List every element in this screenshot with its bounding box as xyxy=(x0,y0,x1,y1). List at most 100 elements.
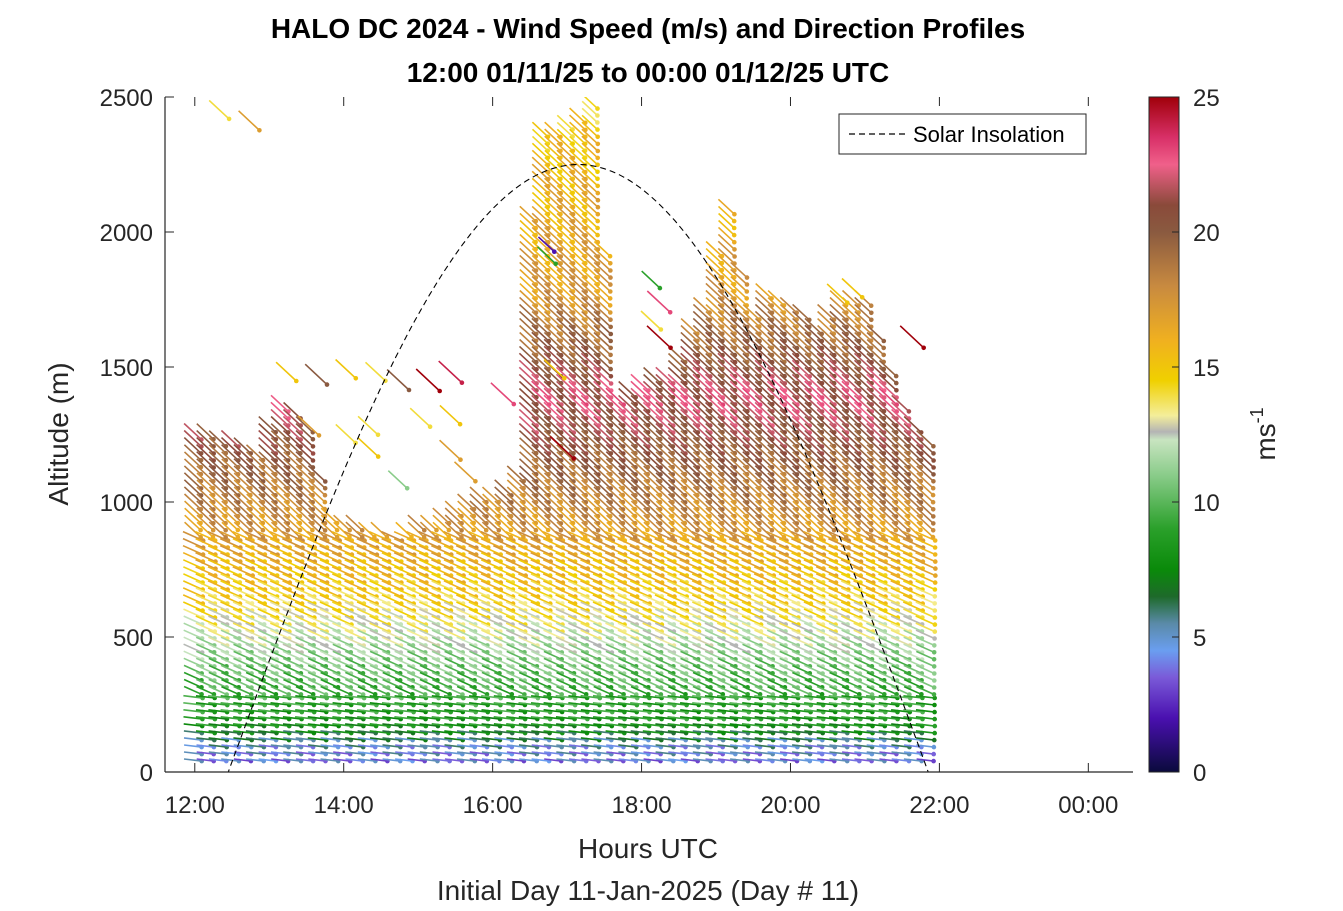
wind-barb-shaft xyxy=(605,636,625,647)
wind-barb-shaft xyxy=(531,254,549,271)
wind-barb-shaft xyxy=(493,629,513,640)
wind-barb-shaft xyxy=(630,437,649,455)
wind-barb-shaft xyxy=(567,580,588,591)
wind-barb-shaft xyxy=(468,594,489,605)
wind-barb-shaft xyxy=(245,737,264,741)
wind-barb-shaft xyxy=(270,408,289,427)
wind-barb-shaft xyxy=(506,758,524,762)
wind-barb-shaft xyxy=(195,558,216,570)
wind-barb-shaft xyxy=(332,737,351,741)
wind-barb-head xyxy=(272,527,278,533)
wind-barb-shaft xyxy=(630,451,649,468)
wind-barb-shaft xyxy=(556,387,575,405)
wind-barb-shaft xyxy=(555,587,576,598)
wind-barb-shaft xyxy=(580,622,601,633)
wind-barb-shaft xyxy=(518,401,538,420)
wind-barb-shaft xyxy=(294,566,315,577)
wind-barb-shaft xyxy=(480,566,502,577)
wind-barb-shaft xyxy=(531,352,550,370)
wind-barb-shaft xyxy=(407,650,426,661)
wind-barb-shaft xyxy=(369,537,390,549)
wind-barb-shaft xyxy=(369,657,389,668)
wind-barb-shaft xyxy=(531,156,549,173)
wind-barb-shaft xyxy=(642,678,662,689)
wind-barb-shaft xyxy=(320,514,338,531)
wind-barb-shaft xyxy=(531,685,550,696)
wind-barb-shaft xyxy=(246,514,264,531)
wind-barb-shaft xyxy=(618,751,637,755)
wind-barb-shaft xyxy=(382,751,401,755)
wind-barb-shaft xyxy=(369,629,389,640)
wind-barb-shaft xyxy=(183,479,202,496)
wind-barb-shaft xyxy=(369,622,390,633)
wind-barb-shaft xyxy=(269,615,290,626)
wind-barb-shaft xyxy=(419,694,439,699)
wind-barb-head xyxy=(595,190,601,196)
wind-barb-shaft xyxy=(506,709,525,713)
wind-barb-shaft xyxy=(258,521,276,538)
wind-barb-head xyxy=(248,534,253,540)
wind-barb-shaft xyxy=(481,702,501,706)
wind-barb-shaft xyxy=(270,458,289,476)
wind-barb-shaft xyxy=(581,198,599,215)
wind-barb-shaft xyxy=(531,444,550,462)
wind-barb-shaft xyxy=(468,716,489,720)
wind-barb-shaft xyxy=(233,636,252,647)
wind-barb-shaft xyxy=(344,573,365,584)
wind-barb-shaft xyxy=(220,643,240,654)
wind-barb-shaft xyxy=(196,685,215,696)
wind-barb-head xyxy=(732,211,737,217)
wind-barb-shaft xyxy=(233,493,252,510)
wind-barb-shaft xyxy=(344,694,365,699)
wind-barb-shaft xyxy=(406,678,426,689)
wind-barb-shaft xyxy=(357,737,376,741)
wind-barb-head xyxy=(608,534,613,540)
chart-title: HALO DC 2024 - Wind Speed (m/s) and Dire… xyxy=(271,13,1025,44)
wind-barb-shaft xyxy=(183,437,202,454)
wind-barb-shaft xyxy=(220,566,241,577)
wind-barb-shaft xyxy=(643,507,661,524)
wind-barb-shaft xyxy=(593,275,611,293)
wind-barb-shaft xyxy=(543,465,562,482)
wind-barb-shaft xyxy=(580,373,599,391)
wind-barb-shaft xyxy=(444,643,464,654)
wind-barb-shaft xyxy=(518,643,538,654)
wind-barb-shaft xyxy=(258,437,277,455)
wind-barb-shaft xyxy=(295,521,313,538)
wind-barb-shaft xyxy=(494,758,513,762)
wind-barb-shaft xyxy=(531,191,549,208)
wind-barb-shaft xyxy=(605,500,624,517)
wind-barb-shaft xyxy=(505,601,526,612)
wind-barb-shaft xyxy=(580,657,600,668)
wind-barb-shaft xyxy=(581,479,599,496)
wind-barb-shaft xyxy=(482,493,500,510)
wind-barb-shaft xyxy=(357,758,376,762)
wind-barb-shaft xyxy=(580,415,600,434)
wind-barb-shaft xyxy=(196,458,215,475)
wind-barb-shaft xyxy=(605,615,625,626)
wind-barb-shaft xyxy=(556,744,575,748)
wind-barb-shaft xyxy=(530,723,551,727)
wind-barb-shaft xyxy=(394,608,414,619)
wind-barb-shaft xyxy=(556,170,574,187)
wind-barb-shaft xyxy=(580,709,600,713)
wind-barb-shaft xyxy=(580,387,600,405)
wind-barb-shaft xyxy=(344,537,365,549)
wind-barb-shaft xyxy=(195,615,216,626)
wind-barb-shaft xyxy=(233,657,252,668)
wind-barb-shaft xyxy=(593,247,611,264)
wind-barb-shaft xyxy=(583,97,599,110)
wind-barb-head xyxy=(508,527,514,533)
wind-barb-shaft xyxy=(394,737,413,741)
wind-barb-shaft xyxy=(581,114,599,131)
wind-barb-shaft xyxy=(208,458,227,475)
wind-barb-shaft xyxy=(531,751,550,755)
wind-barb-shaft xyxy=(655,671,674,682)
wind-barb-shaft xyxy=(593,758,612,762)
wind-barb-shaft xyxy=(283,521,301,538)
wind-barb-shaft xyxy=(605,458,624,475)
wind-barb-shaft xyxy=(556,521,574,538)
wind-barb-shaft xyxy=(270,709,290,713)
wind-barb-shaft xyxy=(568,416,587,433)
wind-barb-shaft xyxy=(518,465,537,482)
